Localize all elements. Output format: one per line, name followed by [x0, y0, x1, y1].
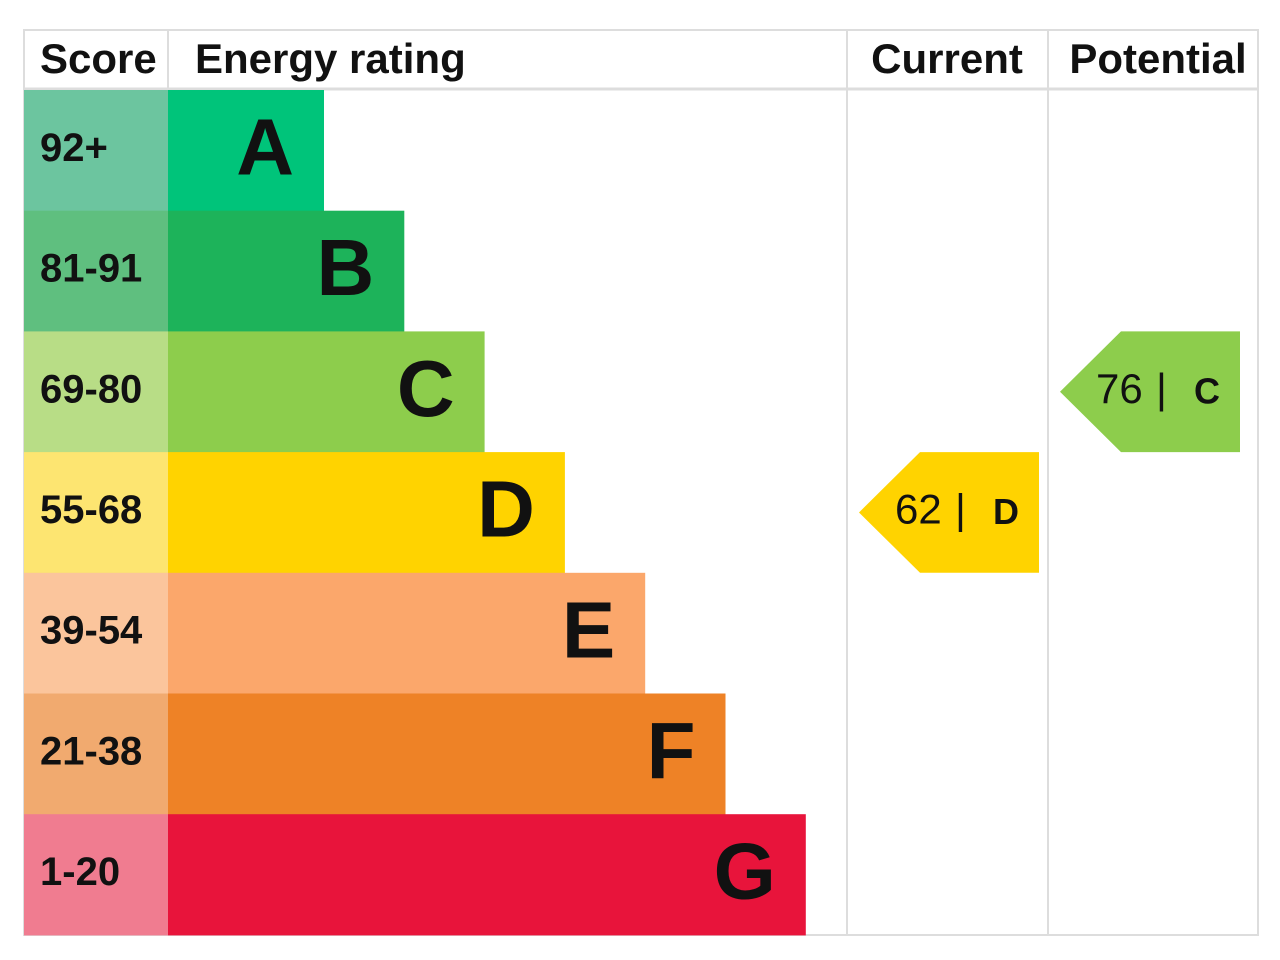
header-score: Score	[40, 35, 157, 82]
rating-letter: B	[317, 223, 375, 312]
current-separator: |	[955, 486, 966, 533]
score-label: 21-38	[40, 729, 142, 773]
potential-value: 76	[1096, 365, 1143, 412]
rating-bar	[168, 331, 485, 453]
score-label: 1-20	[40, 850, 120, 894]
rating-bar	[168, 814, 806, 936]
current-arrow	[859, 452, 1039, 573]
score-label: 69-80	[40, 367, 142, 411]
score-cell	[24, 331, 168, 453]
score-label: 92+	[40, 126, 108, 170]
score-label: 81-91	[40, 247, 142, 291]
current-letter: D	[993, 491, 1019, 532]
score-label: 39-54	[40, 609, 143, 653]
rating-bar	[168, 210, 405, 332]
score-cell	[24, 452, 168, 574]
header-current: Current	[871, 35, 1023, 82]
rating-letter: G	[714, 827, 776, 916]
header-rating: Energy rating	[195, 35, 466, 82]
potential-arrow	[1060, 331, 1240, 453]
rating-bar	[168, 693, 726, 815]
rating-letter: C	[397, 344, 455, 433]
score-cell	[24, 572, 168, 694]
rating-letter: F	[647, 706, 696, 795]
current-value: 62	[895, 486, 942, 533]
score-cell	[24, 814, 168, 936]
potential-separator: |	[1156, 365, 1167, 412]
score-cell	[24, 693, 168, 815]
score-cell	[24, 90, 168, 212]
rating-letter: E	[562, 585, 615, 674]
score-label: 55-68	[40, 488, 142, 532]
rating-letter: A	[236, 102, 294, 191]
score-cell	[24, 210, 168, 332]
rating-bar	[168, 90, 324, 212]
rating-bar	[168, 452, 565, 574]
header-potential: Potential	[1069, 35, 1246, 82]
potential-letter: C	[1194, 370, 1220, 411]
rating-bar	[168, 572, 646, 694]
rating-letter: D	[477, 465, 535, 554]
